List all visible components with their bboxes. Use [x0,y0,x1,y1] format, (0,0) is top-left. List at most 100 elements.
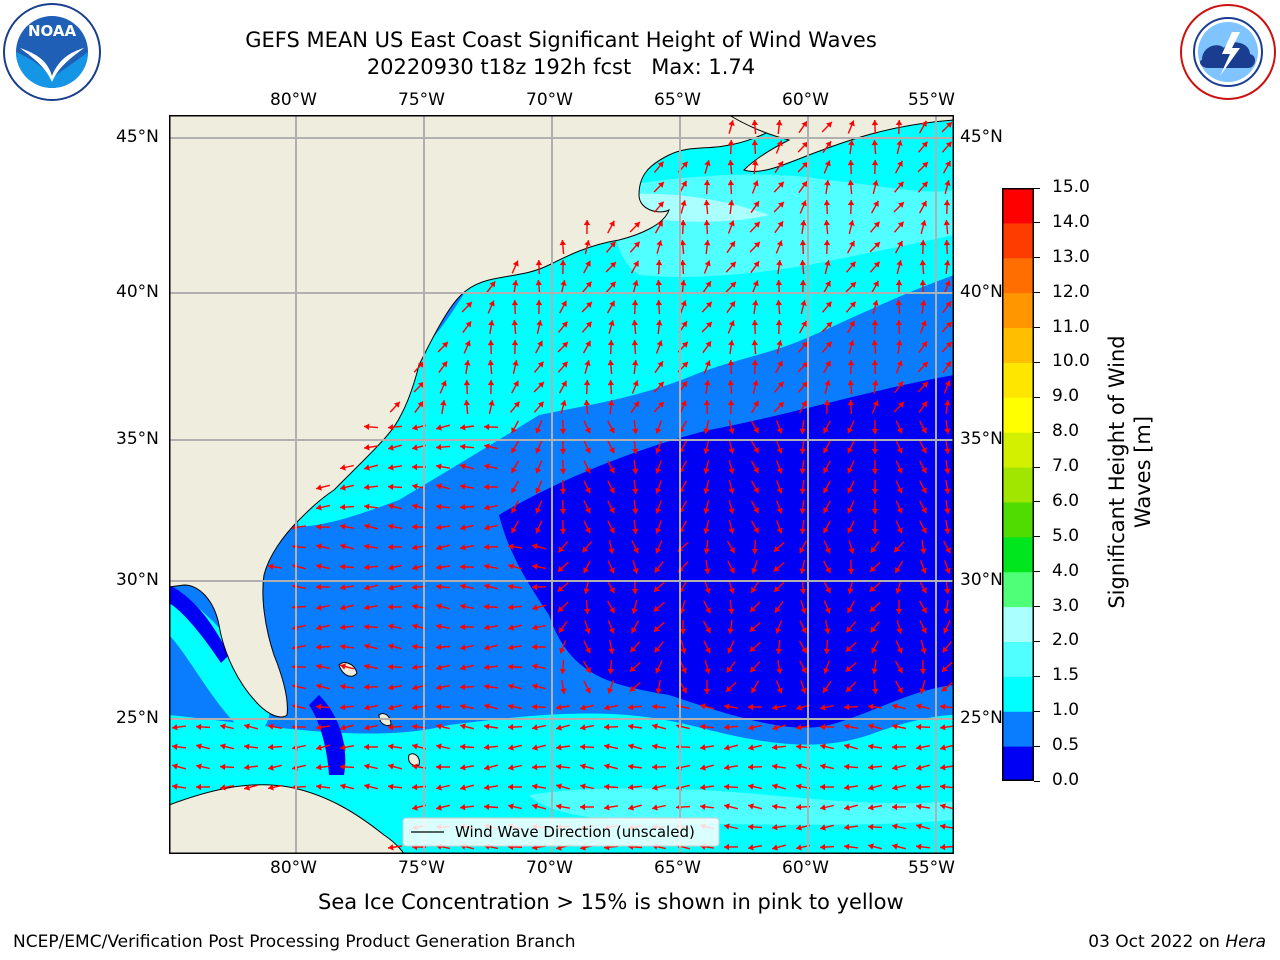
wave-direction-arrowhead [892,823,898,830]
wave-direction-arrowhead [316,703,322,710]
wave-direction-arrowhead [220,784,226,791]
map-panel: Wind Wave Direction (unscaled) [169,115,954,854]
wave-direction-arrowhead [628,763,634,770]
wave-direction-arrowhead [316,744,322,751]
legend-label: Wind Wave Direction (unscaled) [455,823,695,841]
colorbar-tick-label: 0.0 [1052,770,1080,790]
wave-direction-arrowhead [919,688,926,694]
wave-direction-arrowhead [844,703,850,711]
wave-direction-arrowhead [412,503,418,510]
wave-direction-arrowhead [724,843,730,851]
wave-direction-arrowhead [847,180,854,186]
wave-direction-arrowhead [412,444,418,451]
footer-date-text: 03 Oct 2022 on [1088,932,1226,952]
wave-direction-arrowhead [628,804,634,811]
wave-direction-arrowhead [776,487,783,494]
wave-direction-arrowhead [945,160,951,167]
wave-direction-arrowhead [436,424,442,431]
wave-direction-arrowhead [316,683,322,690]
wave-direction-arrowhead [535,467,542,474]
wave-direction-arrowhead [559,668,566,674]
wave-direction-arrowhead [748,803,754,810]
wave-direction-arrowhead [584,427,591,434]
wave-direction-arrowhead [196,783,202,791]
colorbar-swatch [1002,571,1034,608]
wave-direction-arrowhead [388,483,394,491]
wave-direction-arrowhead [703,448,710,454]
wave-direction-arrowhead [700,803,706,810]
wave-direction-arrowhead [946,342,952,348]
wave-direction-arrowhead [844,824,850,831]
wave-direction-arrowhead [532,703,538,711]
wave-direction-arrowhead [680,300,687,307]
wave-direction-arrowhead [705,341,712,348]
wave-direction-arrowhead [896,360,903,367]
wave-direction-arrowhead [508,723,514,731]
lat-label-right-45n: 45°N [960,127,1003,147]
wave-direction-arrowhead [801,647,807,654]
wave-direction-arrowhead [556,724,562,731]
wave-direction-arrowhead [580,743,586,751]
wave-direction-arrowhead [340,484,346,491]
wave-direction-arrowhead [484,803,490,811]
wave-direction-arrowhead [436,664,442,671]
wave-direction-arrowhead [585,260,591,267]
wave-direction-arrowhead [584,447,591,454]
wave-direction-arrowhead [700,764,706,771]
wave-direction-arrowhead [652,703,658,710]
wave-direction-arrowhead [583,608,591,614]
wave-direction-arrowhead [511,487,517,494]
wave-direction-arrowhead [800,300,807,306]
wave-direction-arrowhead [417,401,424,408]
wave-direction-arrowhead [940,823,946,830]
wave-direction-arrowhead [679,260,687,266]
wave-direction-arrowhead [412,483,418,490]
wave-direction-arrowhead [826,322,832,328]
wave-direction-arrowhead [727,380,734,386]
wave-direction-arrowhead [800,607,807,614]
wave-direction-arrowhead [440,400,447,406]
wave-direction-arrowhead [412,723,418,730]
wave-direction-arrowhead [460,424,466,431]
wave-direction-arrowhead [704,160,711,166]
wave-direction-arrowhead [412,664,418,671]
wave-direction-arrowhead [268,743,274,751]
wave-direction-arrowhead [388,603,394,611]
wave-direction-arrowhead [609,427,615,434]
wave-direction-arrowhead [898,402,904,408]
wave-direction-arrowhead [364,623,370,631]
map-legend: Wind Wave Direction (unscaled) [402,817,720,847]
wave-direction-arrowhead [728,468,735,474]
wave-direction-arrowhead [874,242,880,248]
wave-direction-arrowhead [921,467,927,474]
wave-direction-arrowhead [753,507,759,514]
colorbar-tick-mark [1034,675,1040,677]
wave-direction-arrowhead [728,587,735,594]
wave-direction-arrowhead [897,687,903,694]
wave-direction-arrowhead [681,381,688,388]
wave-direction-arrowhead [753,427,759,434]
colorbar-tick-mark [1034,745,1040,747]
wave-direction-arrowhead [535,300,543,306]
wave-direction-arrowhead [796,783,802,790]
wave-direction-arrowhead [388,503,394,510]
wave-direction-arrowhead [704,240,711,246]
wave-direction-arrowhead [825,587,831,594]
wave-direction-arrowhead [682,362,688,368]
wave-direction-arrowhead [580,704,586,711]
wave-direction-arrowhead [511,447,517,454]
wave-direction-arrowhead [657,161,664,168]
wave-direction-arrowhead [703,428,710,434]
wave-direction-arrowhead [940,803,946,810]
wave-direction-arrowhead [704,568,711,574]
wave-direction-arrowhead [921,200,927,207]
wave-direction-arrowhead [700,703,706,710]
wave-direction-arrowhead [559,626,565,633]
wave-direction-arrowhead [847,360,855,366]
wave-direction-arrowhead [895,280,903,286]
wave-direction-arrowhead [608,548,615,554]
wave-direction-arrowhead [796,763,802,770]
wave-direction-arrowhead [824,380,831,386]
wave-direction-arrowhead [848,548,855,554]
colorbar [1002,188,1034,782]
